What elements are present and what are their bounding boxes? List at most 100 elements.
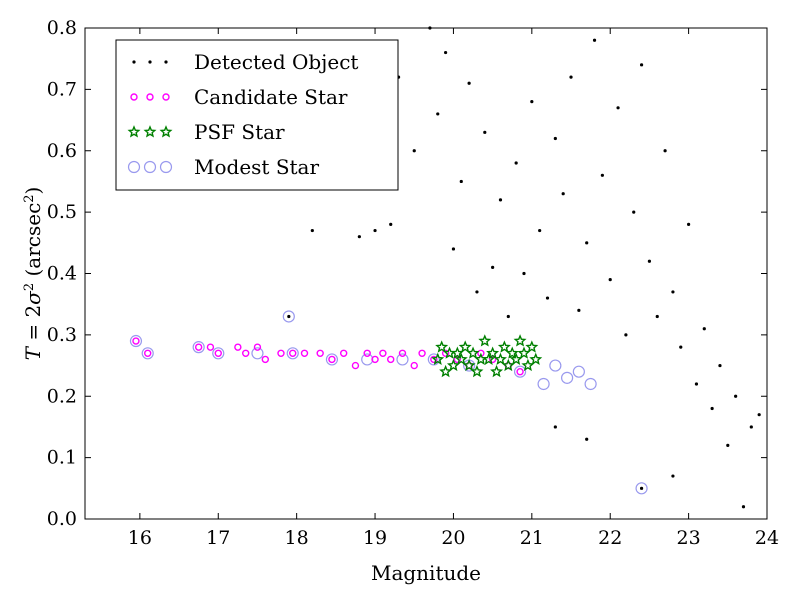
y-tick-label: 0.8 <box>47 17 77 39</box>
data-point <box>310 228 314 233</box>
legend: Detected Object Candidate Star PSF Star Mod… <box>115 39 399 191</box>
data-point <box>316 349 324 357</box>
data-point <box>671 290 675 294</box>
data-point <box>702 327 706 331</box>
data-point <box>286 347 299 360</box>
data-point <box>253 343 262 351</box>
legend-marker <box>162 93 170 101</box>
legend-marker <box>127 125 141 138</box>
data-point <box>734 394 738 398</box>
data-point <box>537 377 550 391</box>
data-point <box>506 314 510 319</box>
data-point <box>671 474 675 478</box>
data-point <box>470 364 484 378</box>
legend-box <box>115 39 399 191</box>
data-point <box>325 353 339 366</box>
data-point <box>439 364 453 378</box>
data-point <box>521 358 535 372</box>
series-candidate-star <box>132 337 524 376</box>
data-point <box>453 355 462 364</box>
data-point <box>624 333 628 337</box>
data-point <box>430 355 438 364</box>
data-point <box>488 355 497 364</box>
y-tick-label: 0.3 <box>47 324 77 346</box>
legend-marker <box>127 160 141 174</box>
data-point <box>600 173 604 177</box>
x-tick-label: 23 <box>677 527 701 549</box>
data-point <box>592 38 597 42</box>
data-point <box>435 340 449 353</box>
data-point <box>446 358 460 372</box>
data-point <box>545 296 550 300</box>
data-point <box>516 368 524 376</box>
y-tick-label: 0.0 <box>47 508 77 530</box>
data-point <box>371 355 379 364</box>
y-tick-label: 0.1 <box>47 447 77 469</box>
data-point <box>478 334 492 347</box>
legend-marker <box>164 60 168 64</box>
legend-items: Detected Object Candidate Star PSF Star Mod… <box>127 50 358 179</box>
x-tick-label: 16 <box>128 527 152 549</box>
x-tick-label: 18 <box>285 527 309 549</box>
data-point <box>514 161 518 165</box>
data-point <box>509 352 523 365</box>
data-point <box>513 334 527 347</box>
data-point <box>585 437 589 441</box>
data-point <box>427 353 440 366</box>
data-point <box>206 343 215 351</box>
data-point <box>282 310 295 323</box>
x-tick-label: 22 <box>598 527 622 549</box>
data-point <box>710 406 714 411</box>
data-point <box>491 265 495 269</box>
data-point <box>525 340 539 353</box>
x-tick-label: 20 <box>441 527 465 549</box>
data-point <box>635 482 648 495</box>
data-point <box>261 355 269 364</box>
data-point <box>441 349 450 357</box>
data-point <box>450 346 464 359</box>
data-point <box>194 343 203 351</box>
data-point <box>436 112 440 116</box>
x-tick-label: 19 <box>363 527 387 549</box>
data-point <box>538 228 542 233</box>
data-point <box>655 314 659 319</box>
y-axis-title-units-open: (arcsec <box>21 203 45 283</box>
data-point <box>493 352 507 365</box>
data-point <box>462 358 476 372</box>
data-point <box>339 349 348 357</box>
data-point <box>477 349 485 357</box>
data-point <box>482 352 496 365</box>
y-axis-title-units-close: ) <box>21 187 45 195</box>
data-point <box>718 363 722 368</box>
data-point <box>398 349 407 357</box>
data-point <box>639 63 644 67</box>
legend-label: PSF Star <box>194 120 285 144</box>
legend-item: Candidate Star <box>130 85 348 109</box>
data-point <box>443 50 448 55</box>
y-tick-label: 0.4 <box>47 263 77 285</box>
data-point <box>647 259 652 263</box>
data-point <box>357 235 361 239</box>
data-point <box>757 413 761 417</box>
data-point <box>497 340 511 353</box>
data-point <box>132 337 140 345</box>
data-point <box>498 198 503 202</box>
x-tick-label: 17 <box>206 527 230 549</box>
data-point <box>379 349 387 357</box>
data-point <box>389 222 393 226</box>
legend-marker <box>148 60 152 64</box>
data-point <box>490 364 504 378</box>
data-point <box>483 130 487 134</box>
data-point <box>373 228 377 233</box>
data-point <box>289 349 297 357</box>
data-point <box>363 349 371 357</box>
data-point <box>242 349 250 357</box>
points-layer <box>129 26 761 509</box>
y-axis-title-var: T <box>21 345 45 360</box>
x-axis: 16 17 18 19 20 21 22 23 24 <box>128 28 779 549</box>
legend-marker <box>143 125 157 138</box>
data-point <box>129 334 143 348</box>
data-point <box>287 314 291 319</box>
x-tick-label: 21 <box>520 527 544 549</box>
data-point <box>517 346 531 359</box>
